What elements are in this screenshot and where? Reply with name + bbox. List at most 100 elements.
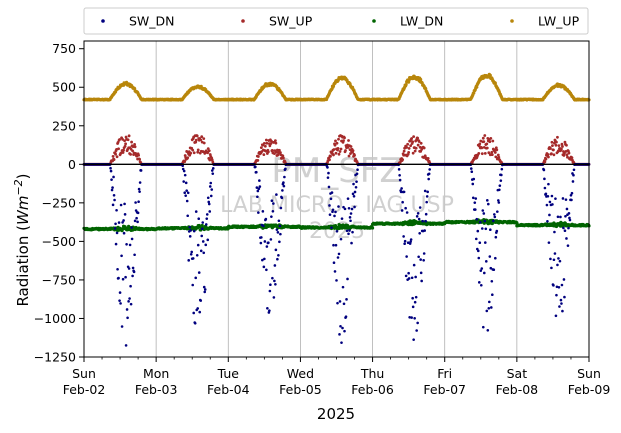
sw-dn-point	[498, 184, 502, 187]
sw-dn-point	[126, 316, 129, 320]
sw-dn-point	[494, 256, 497, 260]
sw-dn-point	[495, 229, 499, 233]
x-tick-label: Feb-09	[568, 382, 611, 397]
sw-dn-point	[338, 333, 341, 336]
sw-up-point	[489, 137, 493, 140]
sw-up-point	[557, 149, 560, 153]
sw-up-point	[487, 151, 491, 155]
lw-up-point	[404, 82, 408, 87]
sw-dn-point	[565, 207, 569, 211]
sw-up-point	[131, 149, 134, 153]
sw-dn-point	[353, 205, 356, 209]
lw-dn-point	[200, 223, 204, 228]
sw-dn-point	[256, 189, 260, 193]
sw-dn-point	[191, 257, 195, 260]
sw-dn-point	[121, 277, 125, 281]
sw-up-point	[557, 144, 561, 148]
sw-dn-point	[422, 258, 425, 262]
sw-up-point	[334, 139, 337, 143]
sw-dn-point	[553, 252, 557, 255]
sw-dn-point	[402, 235, 405, 238]
sw-dn-point	[112, 175, 115, 179]
sw-dn-point	[182, 180, 185, 183]
y-axis-label-main: Radiation (	[14, 225, 32, 307]
sw-up-point	[477, 151, 481, 155]
sw-up-point	[496, 153, 500, 157]
sw-dn-point	[546, 219, 549, 223]
sw-dn-point	[280, 196, 284, 200]
sw-dn-point	[472, 177, 476, 181]
sw-dn-point	[137, 200, 140, 204]
sw-dn-point	[482, 271, 486, 275]
sw-up-point	[483, 151, 487, 155]
sw-dn-point	[500, 173, 503, 177]
sw-dn-point	[554, 314, 558, 318]
sw-dn-point	[129, 302, 133, 306]
sw-up-point	[482, 140, 486, 144]
sw-dn-point	[416, 212, 420, 215]
sw-dn-point	[200, 227, 204, 231]
sw-dn-point	[138, 181, 142, 184]
x-tick-label: Feb-02	[63, 382, 106, 397]
sw-up-point	[560, 142, 564, 146]
sw-dn-point	[418, 206, 422, 209]
sw-up-point	[417, 140, 421, 143]
sw-up-point	[422, 146, 426, 150]
sw-dn-point	[111, 203, 115, 207]
sw-up-point	[278, 151, 282, 154]
sw-dn-point	[113, 198, 116, 202]
sw-dn-point	[194, 276, 198, 280]
legend-label: SW_UP	[269, 14, 313, 29]
sw-dn-point	[558, 305, 561, 308]
sw-dn-point	[338, 300, 342, 303]
sw-dn-point	[569, 193, 573, 197]
sw-up-point	[196, 150, 200, 154]
sw-dn-point	[542, 168, 546, 172]
sw-dn-point	[130, 226, 133, 229]
sw-dn-point	[484, 260, 488, 263]
sw-dn-point	[127, 267, 131, 270]
sw-dn-point	[411, 296, 414, 300]
x-tick-label: Feb-04	[207, 382, 250, 397]
y-tick-label: 750	[52, 41, 76, 56]
sw-dn-point	[123, 202, 126, 206]
sw-dn-point	[255, 170, 258, 174]
y-tick-label: −500	[42, 234, 76, 249]
sw-up-point	[265, 141, 269, 145]
sw-up-point	[554, 143, 558, 147]
sw-dn-point	[137, 187, 141, 191]
sw-dn-point	[548, 213, 551, 217]
legend-marker	[510, 19, 514, 23]
sw-dn-point	[181, 164, 184, 167]
sw-up-point	[133, 142, 137, 146]
sw-up-point	[556, 135, 559, 139]
sw-dn-point	[337, 252, 341, 256]
sw-dn-point	[341, 285, 345, 289]
sw-up-point	[339, 147, 343, 151]
sw-dn-point	[348, 229, 351, 232]
sw-up-point	[347, 139, 350, 142]
legend-label: SW_DN	[129, 14, 175, 29]
sw-up-point	[281, 156, 285, 160]
sw-dn-point	[550, 194, 554, 198]
sw-dn-point	[546, 194, 550, 198]
sw-up-point	[137, 153, 141, 157]
sw-dn-point	[488, 255, 492, 258]
sw-dn-point	[277, 253, 280, 257]
sw-up-point	[207, 149, 211, 153]
sw-dn-point	[416, 321, 419, 325]
sw-dn-point	[139, 169, 143, 172]
x-tick-day: Fri	[437, 366, 452, 381]
legend-marker	[372, 19, 376, 23]
sw-up-point	[561, 145, 564, 148]
sw-up-point	[276, 153, 280, 157]
sw-dn-point	[419, 258, 422, 261]
sw-dn-point	[326, 166, 329, 169]
sw-dn-point	[483, 219, 487, 223]
sw-dn-point	[336, 256, 340, 259]
sw-up-point	[490, 153, 494, 157]
sw-dn-point	[207, 200, 211, 204]
sw-dn-point	[330, 191, 334, 194]
sw-dn-point	[262, 265, 266, 269]
sw-up-point	[407, 146, 411, 150]
